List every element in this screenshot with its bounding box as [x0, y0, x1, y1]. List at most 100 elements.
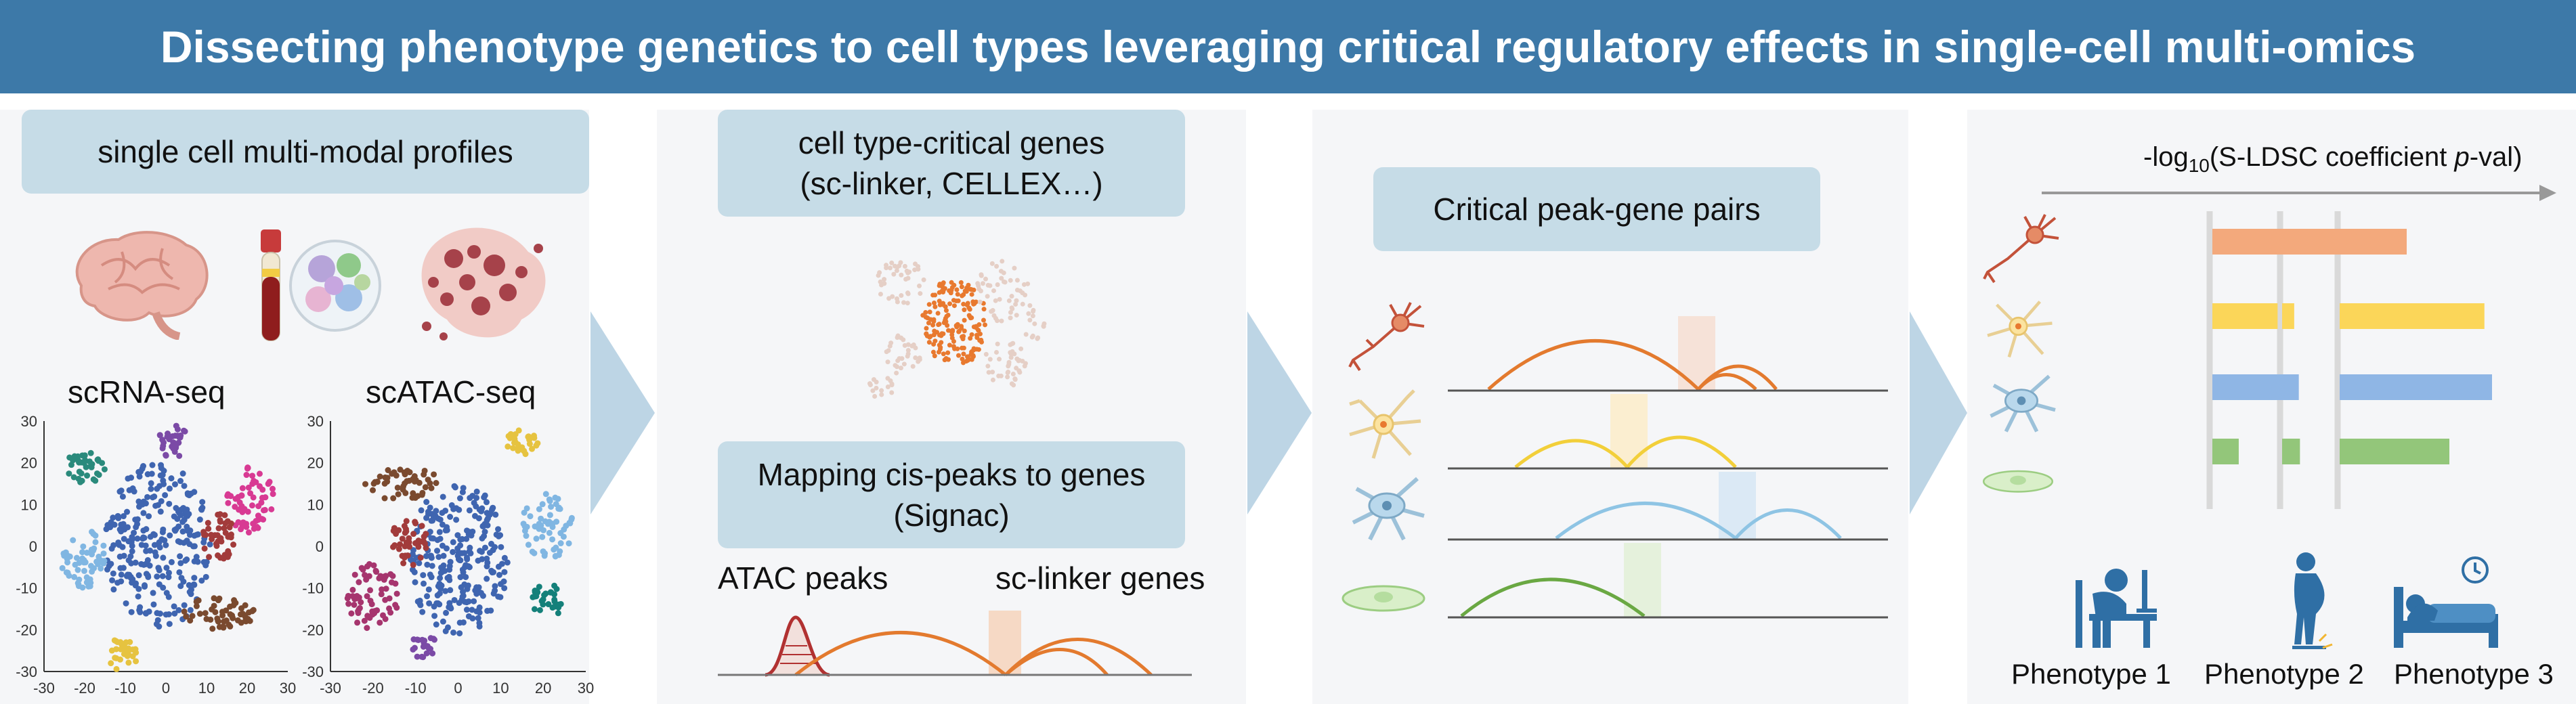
cell-point	[176, 452, 183, 459]
cell-point	[427, 571, 433, 578]
gene-point	[968, 287, 974, 292]
cell-point	[403, 540, 410, 546]
cell-point	[425, 644, 432, 651]
cell-point	[118, 521, 125, 528]
gene-point	[878, 291, 883, 296]
gene-point	[966, 305, 972, 311]
cell-point	[230, 615, 236, 621]
cell-point	[531, 606, 538, 613]
gene-point	[867, 382, 873, 388]
cell-point	[158, 536, 165, 543]
cell-point	[187, 607, 194, 613]
gene-point	[964, 288, 969, 294]
gene-point	[930, 292, 936, 298]
cell-point	[239, 485, 246, 491]
cell-point	[525, 433, 532, 440]
brain-icon	[75, 231, 209, 340]
cell-point	[429, 563, 435, 569]
cell-point	[349, 593, 356, 600]
astrocyte-icon	[1349, 389, 1421, 459]
cell-point	[565, 540, 572, 547]
x-tick-label: 10	[492, 680, 509, 697]
cell-point	[159, 445, 166, 452]
cell-point	[370, 562, 377, 569]
cell-point	[138, 542, 145, 548]
cell-point	[129, 533, 135, 540]
cell-point	[148, 470, 155, 477]
cell-point	[364, 563, 370, 570]
cell-point	[125, 524, 131, 531]
bar-row4-phenotype3	[2340, 439, 2449, 464]
cell-point	[402, 480, 408, 487]
cell-point	[159, 529, 166, 535]
cell-point	[497, 594, 504, 600]
cell-point	[199, 499, 206, 506]
gene-point	[1011, 382, 1016, 388]
cell-point	[515, 445, 521, 452]
gene-point	[924, 326, 929, 331]
gene-point	[1021, 282, 1027, 287]
cell-point	[425, 508, 431, 515]
gene-point	[937, 343, 942, 348]
gene-point	[1030, 313, 1035, 319]
cell-point	[140, 534, 147, 541]
gene-point	[981, 317, 986, 323]
cell-point	[244, 615, 251, 622]
cell-point	[156, 567, 163, 573]
cell-point	[463, 535, 470, 542]
cell-point	[143, 548, 150, 554]
cell-point	[495, 526, 502, 533]
cell-point	[135, 572, 142, 579]
cell-point	[127, 639, 133, 646]
gene-point	[891, 271, 897, 277]
cell-point	[156, 432, 163, 439]
gene-point	[898, 366, 903, 371]
astrocyte-row-icon	[1987, 301, 2053, 358]
cell-point	[456, 630, 463, 637]
gene-point	[895, 299, 900, 305]
cell-point	[362, 481, 369, 487]
cell-point	[481, 544, 488, 551]
gene-point	[876, 273, 881, 278]
cell-point	[238, 619, 244, 626]
cell-point	[492, 511, 499, 518]
cell-point	[504, 559, 511, 566]
cell-point	[442, 527, 449, 534]
cell-point	[91, 565, 98, 571]
y-tick-label: 10	[307, 496, 324, 513]
cell-point	[388, 579, 395, 586]
track3-highlight	[1719, 472, 1756, 540]
cell-point	[153, 621, 160, 628]
cell-point	[159, 573, 166, 579]
cell-point	[402, 552, 408, 559]
cell-point	[473, 590, 480, 597]
gene-point	[885, 384, 890, 390]
cell-point	[193, 598, 200, 605]
cell-point	[433, 508, 439, 514]
cell-point	[250, 521, 257, 527]
cell-point	[547, 589, 554, 596]
cell-point	[117, 656, 124, 663]
x-tick-label: -20	[362, 680, 384, 697]
cell-point	[415, 537, 422, 544]
cell-point	[456, 495, 463, 502]
cell-point	[118, 487, 125, 494]
cell-point	[429, 650, 436, 657]
gene-point	[912, 267, 918, 273]
cell-point	[108, 660, 114, 667]
cell-point	[416, 560, 423, 567]
y-tick-label: -20	[302, 621, 324, 638]
cell-point	[160, 439, 167, 446]
blood-cells-icon	[289, 240, 381, 332]
cell-point	[463, 573, 469, 580]
cell-point	[421, 580, 427, 587]
cell-point	[76, 468, 83, 475]
cell-point	[541, 592, 548, 598]
cell-point	[110, 570, 116, 577]
cell-point	[476, 619, 483, 626]
gene-point	[874, 385, 879, 391]
cell-point	[484, 522, 491, 529]
cell-point	[410, 475, 416, 482]
cell-point	[127, 553, 134, 560]
gene-point	[943, 356, 949, 361]
